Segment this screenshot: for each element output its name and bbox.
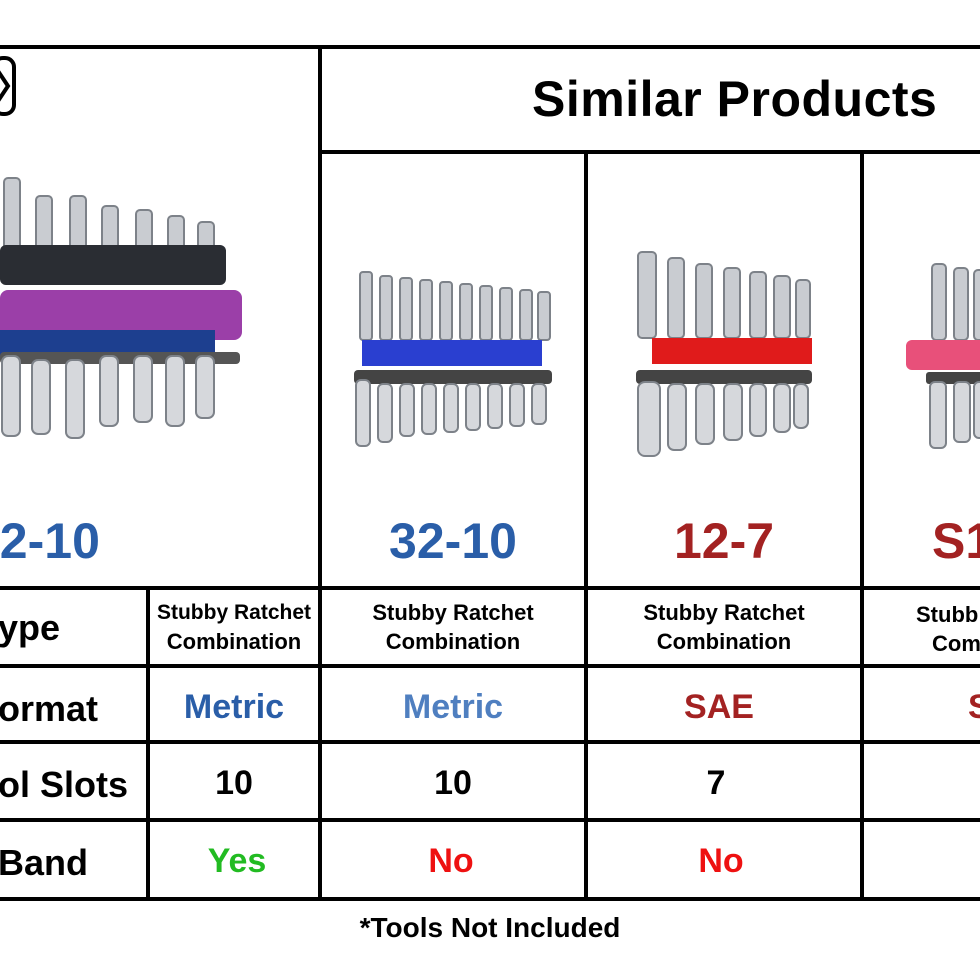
row-label-type: ype xyxy=(0,607,61,648)
model-number-featured: 32-10 xyxy=(0,513,100,569)
band-cell-featured: Yes xyxy=(207,842,267,880)
slots-row-bottom-border xyxy=(0,818,980,822)
table-bottom-border xyxy=(0,897,980,901)
product-image-4 xyxy=(906,263,980,449)
model-number-3: 12-7 xyxy=(673,513,775,569)
format-cell-2: Metric xyxy=(402,688,504,726)
page-title: Similar Products xyxy=(532,71,938,127)
image-row-bottom-border xyxy=(0,586,980,590)
slots-cell-2: 10 xyxy=(434,764,472,802)
footnote: *Tools Not Included xyxy=(359,912,621,943)
brand-logo-icon xyxy=(0,56,16,116)
column-divider-1 xyxy=(318,45,322,901)
type-cell-4: Stubb Com xyxy=(916,602,980,656)
product-image-2 xyxy=(354,271,552,447)
model-number-2: 32-10 xyxy=(389,513,517,569)
format-cell-3: SAE xyxy=(684,688,754,726)
format-cell-featured: Metric xyxy=(183,688,285,726)
column-divider-2 xyxy=(584,150,588,901)
column-divider-3 xyxy=(860,150,864,901)
top-border xyxy=(0,45,980,49)
header-divider xyxy=(320,150,980,154)
row-label-tool-slots: ol Slots xyxy=(0,764,129,805)
product-image-featured xyxy=(0,177,242,439)
model-number-4: S1 xyxy=(932,513,980,569)
type-cell-3: Stubby Ratchet Combination xyxy=(643,600,805,654)
type-cell-featured: Stubby Ratchet Combination xyxy=(156,601,311,654)
band-cell-2: No xyxy=(428,842,474,880)
slots-cell-featured: 10 xyxy=(215,764,253,802)
row-label-band: Band xyxy=(0,842,88,883)
row-label-format: ormat xyxy=(0,688,99,729)
product-image-3 xyxy=(636,251,812,457)
format-cell-4: S xyxy=(968,688,980,726)
label-column-divider xyxy=(146,586,150,901)
band-cell-3: No xyxy=(698,842,744,880)
type-cell-2: Stubby Ratchet Combination xyxy=(372,600,534,654)
type-row-bottom-border xyxy=(0,664,980,668)
slots-cell-3: 7 xyxy=(706,764,726,802)
format-row-bottom-border xyxy=(0,740,980,744)
